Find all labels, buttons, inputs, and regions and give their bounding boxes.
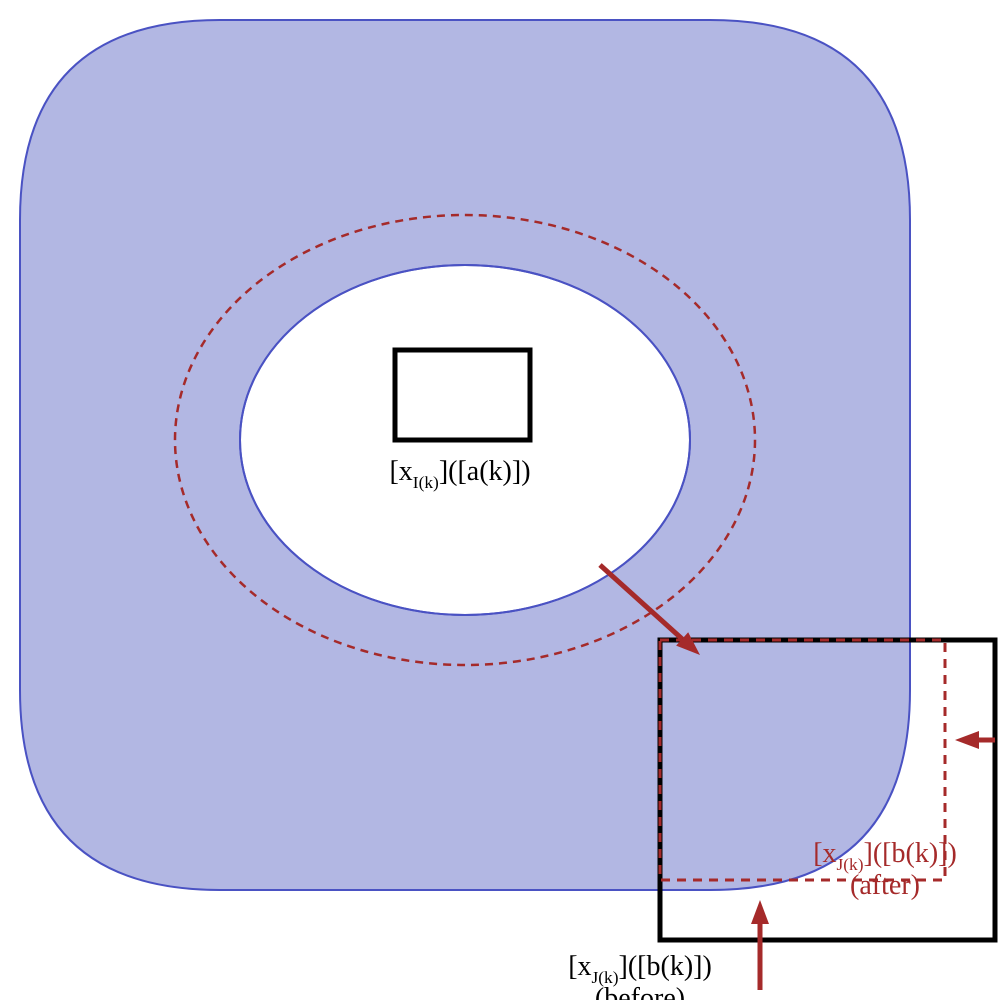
inner-box: [395, 350, 530, 440]
label-inner: [xI(k)]([a(k)]): [389, 456, 530, 492]
annulus-region: [20, 20, 910, 890]
diagram-canvas: [xI(k)]([a(k)]) [xJ(k)]([b(k)])(before) [x…: [0, 0, 1000, 1000]
arrow-up-head: [751, 900, 769, 924]
arrow-left-head: [955, 731, 979, 749]
label-before: [xJ(k)]([b(k)])(before): [568, 951, 712, 1000]
label-after: [xJ(k)]([b(k)])(after): [813, 838, 957, 901]
